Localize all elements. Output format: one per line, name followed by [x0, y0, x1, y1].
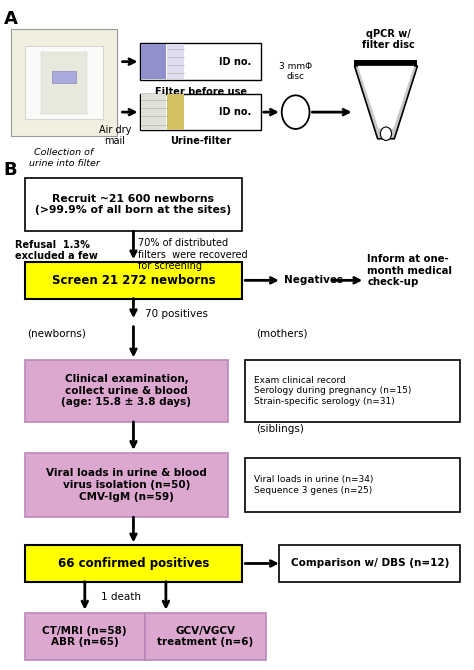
FancyBboxPatch shape — [25, 545, 242, 582]
FancyBboxPatch shape — [145, 612, 265, 660]
Text: (siblings): (siblings) — [256, 423, 304, 433]
Circle shape — [282, 95, 310, 129]
Text: 70% of distributed
filters  were recovered
for screening: 70% of distributed filters were recovere… — [138, 238, 248, 271]
FancyBboxPatch shape — [141, 44, 166, 79]
FancyBboxPatch shape — [25, 612, 145, 660]
Polygon shape — [355, 66, 418, 139]
Text: 70 positives: 70 positives — [145, 310, 208, 319]
Text: A: A — [4, 10, 18, 27]
FancyBboxPatch shape — [140, 94, 261, 131]
Text: Collection of
urine into filter: Collection of urine into filter — [28, 148, 100, 168]
Text: Exam clinical record
Serology during pregnancy (n=15)
Strain-specific serology (: Exam clinical record Serology during pre… — [254, 376, 411, 406]
Text: GCV/VGCV
treatment (n=6): GCV/VGCV treatment (n=6) — [157, 626, 254, 647]
Text: qPCR w/
filter disc: qPCR w/ filter disc — [362, 29, 415, 50]
FancyBboxPatch shape — [167, 94, 184, 130]
Text: Viral loads in urine & blood
virus isolation (n=50)
CMV-IgM (n=59): Viral loads in urine & blood virus isola… — [46, 468, 207, 502]
Text: Recruit ~21 600 newborns
(>99.9% of all born at the sites): Recruit ~21 600 newborns (>99.9% of all … — [36, 194, 231, 216]
Text: Urine-filter: Urine-filter — [170, 136, 231, 146]
FancyBboxPatch shape — [245, 458, 460, 512]
Text: Comparison w/ DBS (n=12): Comparison w/ DBS (n=12) — [291, 559, 449, 568]
Text: (newborns): (newborns) — [27, 328, 86, 338]
Text: Clinical examination,
collect urine & blood
(age: 15.8 ± 3.8 days): Clinical examination, collect urine & bl… — [62, 374, 191, 407]
FancyBboxPatch shape — [245, 360, 460, 422]
Text: CT/MRI (n=58)
ABR (n=65): CT/MRI (n=58) ABR (n=65) — [43, 626, 127, 647]
Text: Refusal  1.3%
excluded a few: Refusal 1.3% excluded a few — [15, 240, 98, 261]
FancyBboxPatch shape — [279, 545, 460, 582]
Text: Negatives: Negatives — [284, 275, 343, 285]
Text: Viral loads in urine (n=34)
Sequence 3 genes (n=25): Viral loads in urine (n=34) Sequence 3 g… — [254, 475, 374, 494]
Text: Air dry
mail: Air dry mail — [99, 125, 131, 146]
Text: Inform at one-
month medical
check-up: Inform at one- month medical check-up — [367, 254, 453, 287]
FancyBboxPatch shape — [25, 360, 228, 422]
Circle shape — [381, 127, 392, 141]
Polygon shape — [358, 66, 414, 129]
FancyBboxPatch shape — [52, 72, 75, 82]
FancyBboxPatch shape — [25, 262, 242, 299]
Polygon shape — [25, 46, 103, 119]
Text: (mothers): (mothers) — [256, 328, 308, 338]
FancyBboxPatch shape — [355, 60, 418, 66]
Text: 3 mmΦ
disc: 3 mmΦ disc — [279, 62, 312, 81]
Polygon shape — [41, 52, 87, 113]
FancyBboxPatch shape — [140, 44, 261, 80]
Text: 1 death: 1 death — [101, 592, 141, 602]
FancyBboxPatch shape — [141, 94, 166, 130]
FancyBboxPatch shape — [167, 44, 184, 79]
FancyBboxPatch shape — [25, 453, 228, 517]
Text: B: B — [4, 161, 18, 179]
Text: ID no.: ID no. — [219, 57, 252, 66]
Text: ID no.: ID no. — [219, 107, 252, 117]
Text: Filter before use: Filter before use — [155, 86, 246, 96]
Polygon shape — [10, 29, 117, 136]
FancyBboxPatch shape — [25, 178, 242, 231]
Text: 66 confirmed positives: 66 confirmed positives — [58, 557, 209, 570]
Text: Screen 21 272 newborns: Screen 21 272 newborns — [52, 274, 215, 287]
